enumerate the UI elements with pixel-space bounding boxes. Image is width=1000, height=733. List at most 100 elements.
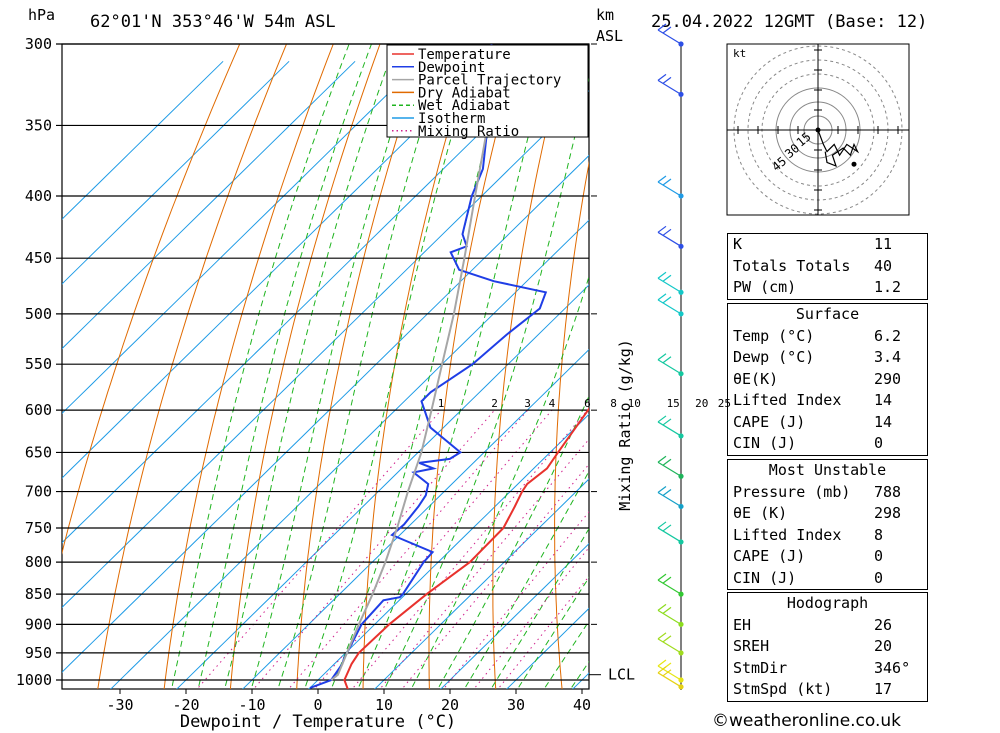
legend-label: Parcel Trajectory <box>418 73 561 89</box>
wind-barb <box>657 455 682 477</box>
dry-adiabat-line <box>672 44 707 696</box>
info-value: 3.4 <box>874 348 902 366</box>
mixing-ratio-tick-label: 4 <box>549 397 556 410</box>
mixing-ratio-tick-label: 1 <box>438 397 445 410</box>
mixing-ratio-line <box>196 409 442 689</box>
wet-adiabat-line <box>410 274 589 689</box>
info-value: 26 <box>874 615 893 634</box>
dry-adiabat-line <box>62 44 241 555</box>
isotherm-line <box>62 60 554 544</box>
pressure-tick-label: 750 <box>25 519 52 537</box>
wet-adiabat-line <box>250 44 422 689</box>
info-row: θE(K) 290 <box>728 369 927 391</box>
mixing-ratio-line <box>351 409 588 689</box>
dry-adiabat-line <box>938 44 1000 696</box>
isotherm-line <box>62 60 290 285</box>
info-value: 20 <box>874 637 893 655</box>
info-label: Totals Totals <box>733 256 851 275</box>
info-value: 298 <box>874 504 902 522</box>
mixing-ratio-line <box>442 511 589 689</box>
info-row: StmDir 346° <box>728 658 927 680</box>
isotherm-line <box>242 348 589 689</box>
mixing-ratio-tick-label: 20 <box>695 397 708 410</box>
wind-barb <box>657 271 682 293</box>
wet-adiabat-line <box>383 77 589 689</box>
pressure-tick-label: 800 <box>25 553 52 571</box>
wet-adiabat-line <box>437 394 589 689</box>
pressure-tick-label: 300 <box>25 35 52 53</box>
temperature-tick-label: -30 <box>106 696 133 714</box>
info-label: StmDir <box>733 658 788 677</box>
thermo-grid <box>62 44 1000 696</box>
legend-label: Isotherm <box>418 111 485 127</box>
lcl-label: LCL <box>608 666 635 684</box>
dry-adiabat-line <box>163 44 334 689</box>
info-row: K 11 <box>728 234 927 256</box>
wet-adiabat-line <box>303 44 480 689</box>
hodograph-trace <box>817 129 860 168</box>
wind-level-dot <box>678 621 684 627</box>
info-label: EH <box>733 615 752 634</box>
wind-barb <box>657 603 682 625</box>
pressure-tick-label: 950 <box>25 644 52 662</box>
info-label: CAPE (J) <box>733 412 806 431</box>
wind-barb <box>657 73 682 95</box>
location-title: 62°01'N 353°46'W 54m ASL <box>90 12 336 32</box>
info-value: 6.2 <box>874 326 902 345</box>
legend-label: Mixing Ratio <box>418 124 519 140</box>
hodograph-unit-label: kt <box>733 47 746 60</box>
mixing-ratio-line <box>401 463 589 689</box>
info-row: Totals Totals 40 <box>728 256 927 278</box>
temperature-tick-label: -10 <box>238 696 265 714</box>
info-label: Temp (°C) <box>733 326 815 345</box>
pressure-tick-label: 600 <box>25 401 52 419</box>
temperature-tick-label: 40 <box>573 696 591 714</box>
info-row: CIN (J) 0 <box>728 568 927 590</box>
info-value: 14 <box>874 412 893 431</box>
wind-barb <box>657 353 682 375</box>
mixing-ratio-tick-label: 10 <box>628 397 641 410</box>
mixing-ratio-tick-label: 3 <box>524 397 531 410</box>
info-label: Lifted Index <box>733 525 842 544</box>
series-line-dewpoint <box>309 44 548 689</box>
wind-level-dot <box>678 539 684 545</box>
info-row: CAPE (J) 14 <box>728 412 927 434</box>
info-row: Dewp (°C) 3.4 <box>728 347 927 369</box>
wind-barb <box>657 573 682 595</box>
pressure-tick-label: 700 <box>25 483 52 501</box>
plot-area <box>61 43 590 690</box>
isotherm-line <box>308 413 589 689</box>
sounding-series <box>309 44 589 689</box>
info-row: SREH 20 <box>728 636 927 658</box>
credit-text[interactable]: ©weatheronline.co.uk <box>712 711 902 731</box>
pressure-tick-label: 500 <box>25 305 52 323</box>
isotherm-line <box>506 607 589 689</box>
wind-barb <box>657 666 682 688</box>
isotherm-line <box>62 60 488 479</box>
temperature-tick-label: 30 <box>507 696 525 714</box>
info-row: CAPE (J) 0 <box>728 546 927 568</box>
info-value: 17 <box>874 680 893 698</box>
info-value: 0 <box>874 434 884 452</box>
hodograph-table: Hodograph EH 26 SREH 20 StmDir 346° StmSpd (kt… <box>727 592 928 702</box>
pressure-tick-label: 850 <box>25 585 52 603</box>
dry-adiabat-line <box>428 44 521 689</box>
mixing-ratio-line <box>253 409 495 689</box>
isotherm-line <box>374 478 589 689</box>
info-label: θE(K) <box>733 369 779 388</box>
plot-frame <box>61 43 590 690</box>
info-label: CIN (J) <box>733 434 797 452</box>
temperature-tick-label: 10 <box>375 696 393 714</box>
info-value: 0 <box>874 568 884 587</box>
dry-adiabat-line <box>492 44 568 689</box>
legend-label: Temperature <box>418 47 511 63</box>
pressure-unit-label: hPa <box>28 6 55 24</box>
info-label: CAPE (J) <box>733 547 806 565</box>
info-value: 788 <box>874 482 902 501</box>
height-unit-asl-label: ASL <box>596 27 623 45</box>
temperature-tick-label: -20 <box>172 696 199 714</box>
isotherm-line <box>62 60 356 350</box>
pressure-tick-label: 1000 <box>16 671 52 689</box>
surface-table: Surface Temp (°C) 6.2 Dewp (°C) 3.4 θE(K) 290… <box>727 303 928 456</box>
